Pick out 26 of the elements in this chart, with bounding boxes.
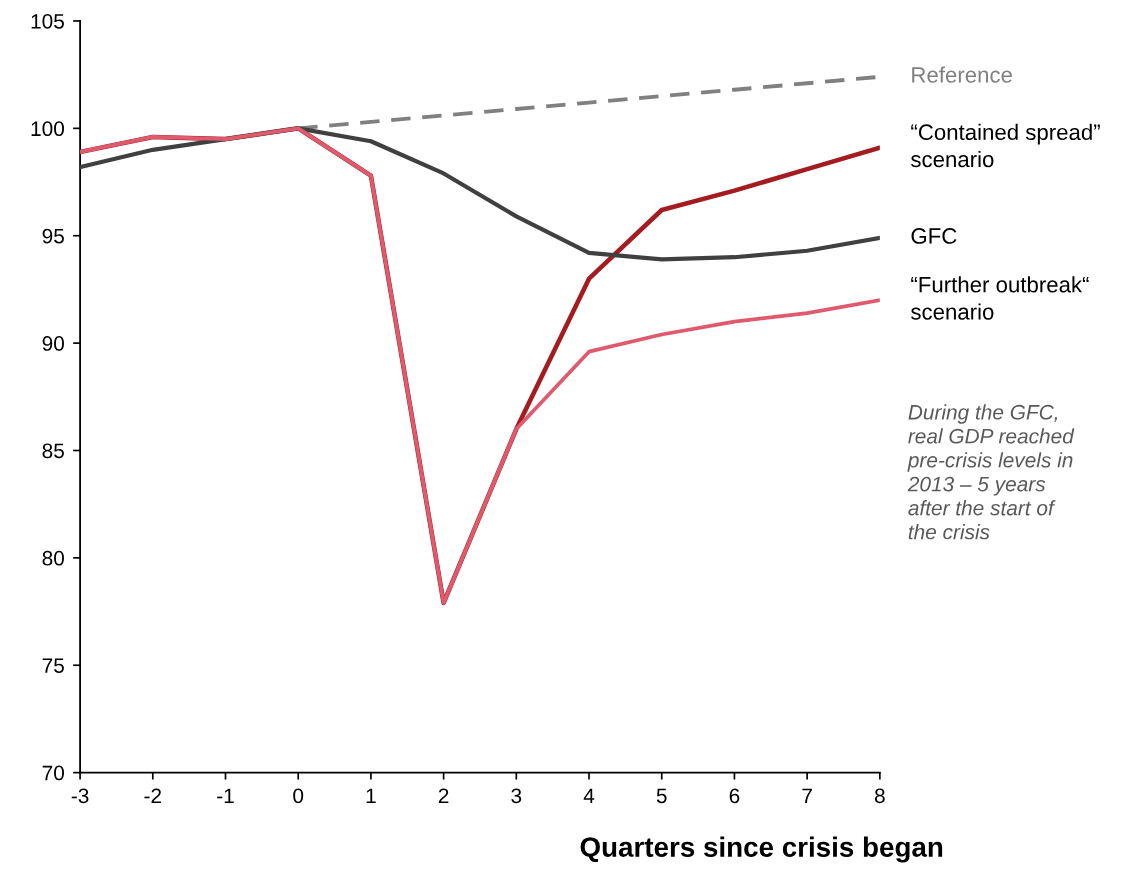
series-label: Reference [912,66,1012,83]
x-tick-label: -2 [144,788,162,803]
text: During the GFC, real GDP reached pre-crisis levels in 2013 – 5 years after the start of the crisis [907,404,1075,540]
x-axis-title: Quarters since crisis began [580,836,943,863]
x-tick-label: 6 [729,788,740,804]
y-tick-label: 105 [31,13,64,29]
series-label: GFC [911,228,957,244]
x-tick-label: 2 [438,788,449,803]
x-tick-label: 7 [802,788,812,803]
series-label: “Contained spread” scenario [911,123,1100,168]
y-tick-label: 75 [42,658,64,673]
x-tick-label: 0 [293,788,304,804]
x-tick-label: 1 [366,788,376,803]
y-tick-label: 80 [42,550,64,566]
x-tick-label: 8 [874,788,885,804]
series-label: “Further outbreak“ scenario [911,276,1089,320]
y-tick-label: 70 [42,765,64,781]
x-tick-label: -1 [217,788,234,803]
y-tick-label: 90 [42,336,64,351]
x-tick-label: 3 [511,788,522,804]
x-tick-label: 4 [583,788,595,803]
y-tick-label: 85 [42,443,64,459]
x-tick-label: 5 [656,788,667,804]
y-tick-label: 95 [42,228,64,244]
x-tick-label: -3 [71,788,89,804]
y-tick-label: 100 [31,121,64,137]
